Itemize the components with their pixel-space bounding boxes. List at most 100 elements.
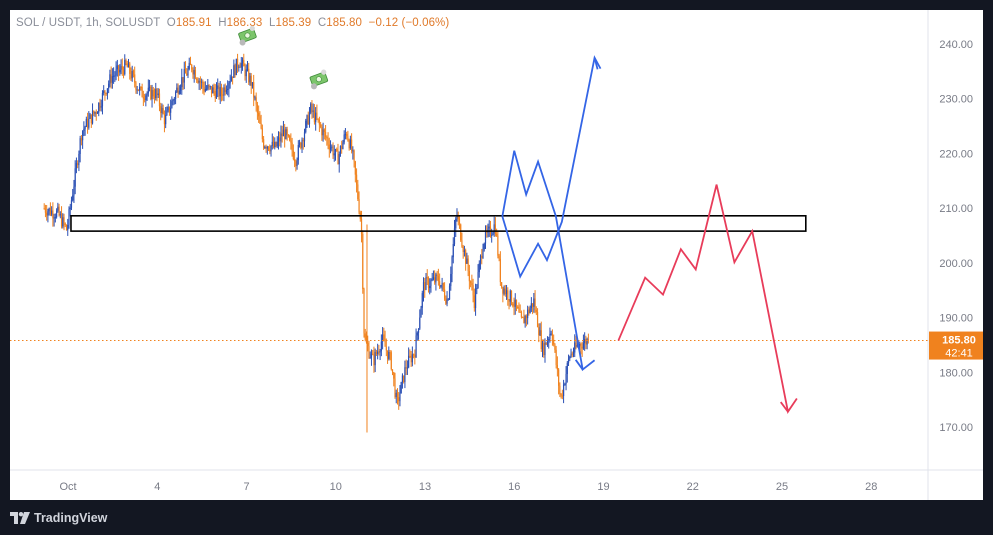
candle-body	[171, 101, 173, 109]
candle-body	[173, 99, 175, 101]
candle-body	[575, 342, 577, 347]
candle-body	[228, 83, 230, 89]
price-tag-background	[929, 331, 983, 360]
candle-body	[375, 351, 378, 355]
candle-body	[406, 367, 408, 369]
price-chart[interactable]: 240.00 230.00 220.00 210.00 200.00 190.00 180.…	[10, 10, 983, 500]
candle-body	[236, 58, 239, 68]
candle-body	[130, 73, 132, 79]
candle-body	[142, 97, 144, 99]
money-bag-icon	[309, 69, 329, 90]
candle-body	[177, 87, 179, 94]
candle-body	[505, 290, 508, 295]
candle-body	[251, 82, 254, 86]
candle-body	[101, 93, 104, 107]
candle-body	[352, 150, 354, 152]
candle-body	[453, 228, 456, 244]
candle-body	[44, 208, 47, 213]
candle-body	[414, 354, 416, 358]
candle-body	[137, 89, 140, 91]
candle-body	[523, 317, 525, 324]
candle-body	[197, 80, 199, 83]
candle-body	[311, 103, 313, 112]
price-tick-label: 200.00	[939, 258, 973, 270]
candle-body	[587, 339, 589, 341]
projection-path-2	[617, 184, 798, 414]
candle-body	[306, 115, 308, 121]
resistance-zone-rectangle	[70, 215, 807, 232]
time-tick-label: 10	[330, 481, 342, 493]
candle-body	[558, 369, 560, 386]
candle-body	[403, 375, 405, 383]
candle-body	[150, 86, 152, 100]
candle-body	[240, 63, 242, 68]
price-tick-label: 240.00	[939, 39, 973, 51]
candle-body	[238, 66, 240, 68]
tradingview-logo-icon	[10, 512, 30, 524]
candle-body	[462, 246, 464, 253]
candle-body	[167, 106, 169, 111]
candle-body	[510, 290, 513, 304]
candle-body	[279, 137, 281, 142]
chart-frame[interactable]: SOL / USDT, 1h, SOLUSDT O185.91 H186.33 …	[10, 10, 983, 500]
candle-body	[255, 97, 257, 105]
candle-body	[212, 87, 214, 94]
candle-body	[422, 282, 425, 294]
candle-body	[64, 223, 66, 226]
candle-body	[302, 139, 304, 142]
candle-body	[316, 112, 318, 119]
candle-body	[419, 317, 421, 329]
candle-body	[512, 303, 514, 306]
candle-body	[543, 342, 545, 356]
candle-body	[60, 214, 63, 227]
candle-body	[344, 133, 347, 135]
candle-body	[266, 146, 268, 149]
candle-body	[85, 118, 87, 127]
candle-body	[293, 158, 296, 162]
candle-body	[328, 144, 330, 150]
candle-body	[232, 76, 234, 78]
candle-body	[479, 255, 482, 264]
candle-body	[545, 342, 547, 345]
candle-body	[220, 87, 223, 95]
candle-body	[310, 103, 312, 113]
projection-path-1	[501, 55, 602, 279]
time-tick-label: 13	[419, 481, 431, 493]
candle-body	[541, 342, 544, 350]
projection-arrowhead-0	[574, 359, 584, 371]
candle-body	[186, 73, 188, 76]
candle-body	[312, 110, 314, 112]
price-tick-label: 190.00	[939, 313, 973, 325]
candle-body	[550, 333, 552, 335]
candle-body	[497, 235, 499, 256]
candle-body	[503, 288, 505, 294]
candle-body	[68, 209, 70, 225]
candle-body	[451, 257, 453, 275]
candle-body	[158, 93, 161, 107]
candle-body	[69, 207, 71, 210]
candle-body	[291, 142, 293, 151]
candle-body	[54, 217, 56, 219]
candle-body	[531, 303, 534, 307]
candle-body	[466, 258, 468, 264]
candle-body	[362, 233, 364, 290]
candle-body	[518, 308, 520, 312]
candle-body	[275, 142, 277, 147]
candle-body	[89, 114, 91, 119]
candle-body	[388, 352, 390, 359]
candle-body	[317, 118, 319, 120]
candle-body	[324, 132, 327, 137]
close-value: 185.80	[326, 17, 363, 29]
candle-body	[564, 384, 566, 386]
candle-body	[121, 66, 123, 70]
candle-body	[318, 119, 320, 125]
candle-body	[201, 81, 203, 83]
candle-body	[307, 115, 309, 125]
candle-body	[416, 332, 418, 336]
candle-body	[65, 225, 68, 231]
candle-body	[70, 200, 73, 208]
price-tag-countdown: 42:41	[945, 348, 973, 360]
candle-body	[555, 349, 557, 365]
candle-body	[349, 139, 351, 149]
